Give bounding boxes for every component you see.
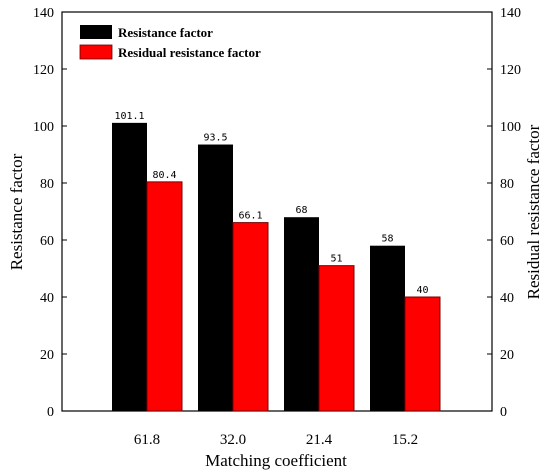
bar-label-resistance-2: 68 <box>295 205 307 216</box>
y-tick-label: 120 <box>33 63 54 78</box>
y2-tick-label: 20 <box>500 348 514 363</box>
y2-tick-label: 60 <box>500 234 514 249</box>
bar-label-residual-2: 51 <box>330 254 342 265</box>
x-category-label-3: 15.2 <box>392 432 418 448</box>
y-tick-label: 20 <box>40 348 54 363</box>
bar-resistance-3 <box>370 245 405 411</box>
bar-label-residual-1: 66.1 <box>238 211 262 222</box>
y-axis-title: Resistance factor <box>7 153 26 270</box>
y-tick-label: 0 <box>47 405 54 420</box>
bar-residual-1 <box>232 222 269 412</box>
bar-label-residual-3: 40 <box>416 285 428 296</box>
y2-tick-label: 40 <box>500 291 514 306</box>
category-labels-group: 61.8 32.0 21.4 15.2 <box>134 432 418 448</box>
bar-label-residual-0: 80.4 <box>152 170 176 181</box>
y2-axis-title: Residual resistance factor <box>524 124 543 299</box>
bar-label-resistance-1: 93.5 <box>203 133 227 144</box>
left-axis-ticks: 0 20 40 60 80 100 120 140 <box>33 6 67 420</box>
bar-resistance-0 <box>112 122 147 412</box>
y-tick-label: 60 <box>40 234 54 249</box>
y-tick-label: 40 <box>40 291 54 306</box>
plot-frame <box>61 11 493 412</box>
bar-labels-group: 101.1 80.4 93.5 66.1 68 51 58 40 <box>114 111 428 296</box>
bar-residual-3 <box>404 296 441 412</box>
legend-swatch-resistance <box>80 25 112 39</box>
y2-tick-label: 120 <box>500 63 521 78</box>
bar-resistance-1 <box>198 144 233 411</box>
bar-residual-0 <box>146 181 183 412</box>
y2-tick-label: 140 <box>500 6 521 21</box>
x-category-label-0: 61.8 <box>134 432 160 448</box>
bar-label-resistance-3: 58 <box>381 234 393 245</box>
legend-swatch-residual <box>79 44 113 60</box>
bar-resistance-2 <box>284 217 319 411</box>
y2-tick-label: 100 <box>500 120 521 135</box>
x-axis-title: Matching coefficient <box>205 451 347 470</box>
y2-tick-label: 0 <box>500 405 507 420</box>
legend-label-residual: Residual resistance factor <box>118 45 261 60</box>
y2-tick-label: 80 <box>500 177 514 192</box>
x-category-label-2: 21.4 <box>306 432 333 448</box>
bar-residual-2 <box>318 265 355 412</box>
y-tick-label: 80 <box>40 177 54 192</box>
right-axis-ticks: 0 20 40 60 80 100 120 140 <box>487 6 521 420</box>
legend-label-resistance: Resistance factor <box>118 25 213 40</box>
bars-group <box>112 122 441 412</box>
legend: Resistance factor Residual resistance fa… <box>79 25 261 60</box>
x-category-label-1: 32.0 <box>220 432 246 448</box>
y-tick-label: 140 <box>33 6 54 21</box>
bar-label-resistance-0: 101.1 <box>114 111 144 122</box>
y-tick-label: 100 <box>33 120 54 135</box>
